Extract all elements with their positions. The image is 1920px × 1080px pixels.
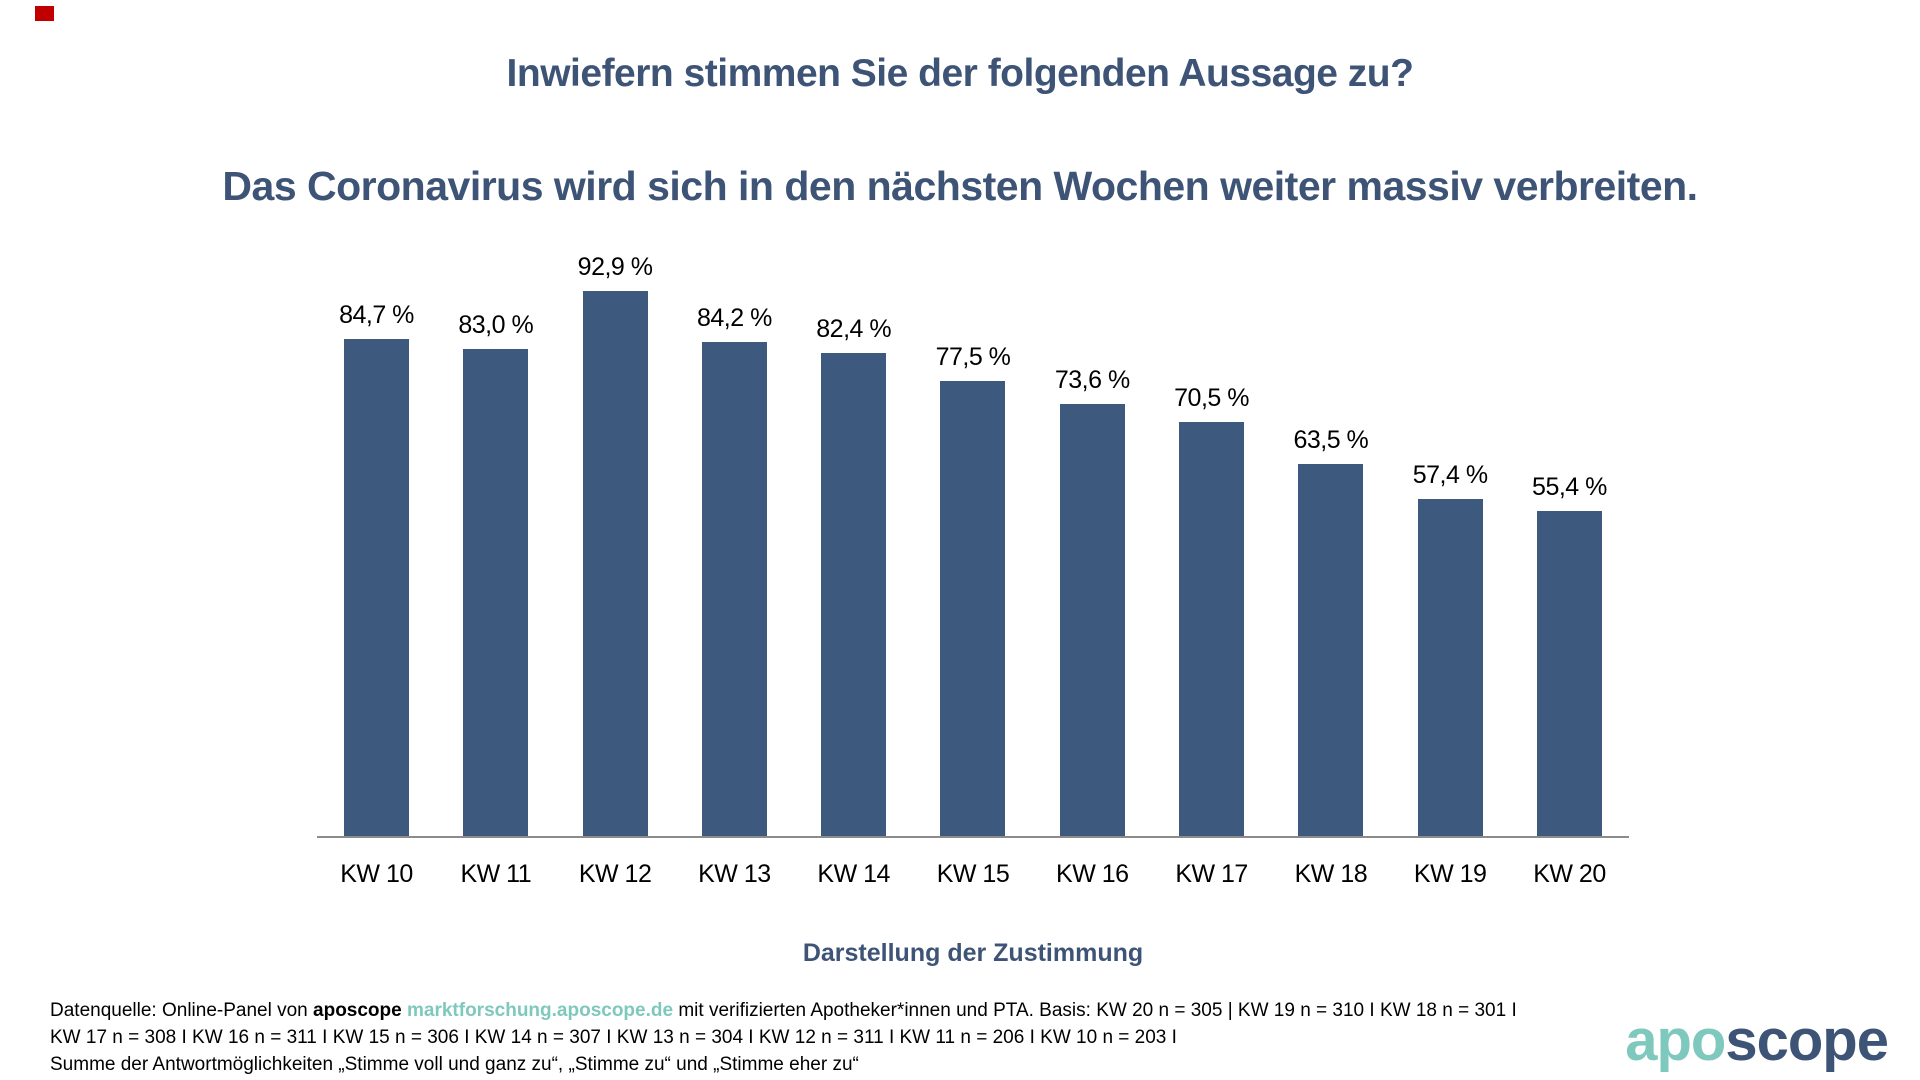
bar-value-label: 57,4 %: [1412, 461, 1488, 489]
bar-value-label: 84,2 %: [696, 304, 772, 332]
bar-kw-18: [1298, 464, 1364, 836]
bar-kw-11: [463, 349, 529, 836]
bar-kw-14: [821, 353, 887, 836]
bar-group-kw-19: 57,4 %: [1413, 461, 1488, 836]
footnote-text: mit verifizierten Apotheker*innen und PT…: [673, 1000, 1517, 1021]
x-axis-title: Darstellung der Zustimmung: [802, 939, 1144, 967]
footnote-line-3: Summe der Antwortmöglichkeiten „Stimme v…: [50, 1054, 859, 1075]
bar-value-label: 84,7 %: [339, 301, 414, 329]
bar-value-label: 92,9 %: [577, 253, 653, 281]
plot-area: 84,7 % 83,0 % 92,9 % 84,2 % 82,4 % 77,5 % 73,6…: [317, 245, 1629, 836]
bar-kw-12: [582, 291, 648, 836]
bar-kw-20: [1536, 511, 1602, 836]
chart-statement-subtitle: Das Coronavirus wird sich in den nächste…: [222, 163, 1698, 209]
bar-group-kw-14: 82,4 %: [816, 315, 892, 836]
x-tick-label: KW 14: [817, 860, 890, 888]
bar-group-kw-11: 83,0 %: [458, 311, 534, 836]
x-tick-label: KW 15: [936, 860, 1010, 888]
x-tick-label: KW 16: [1056, 860, 1129, 888]
bar-group-kw-10: 84,7 %: [339, 301, 414, 836]
bar-group-kw-17: 70,5 %: [1174, 384, 1249, 836]
footnote-line-2: KW 17 n = 308 I KW 16 n = 311 I KW 15 n …: [50, 1027, 1177, 1048]
bar-kw-17: [1179, 422, 1245, 836]
bar-value-label: 70,5 %: [1174, 384, 1249, 412]
red-marker: [35, 6, 54, 21]
bar-value-label: 73,6 %: [1054, 366, 1130, 394]
x-tick-label: KW 11: [460, 860, 532, 888]
logo-apo-text: apo: [1625, 1008, 1726, 1073]
bar-kw-15: [940, 381, 1006, 836]
footnote-line-1: Datenquelle: Online-Panel von aposcope m…: [50, 997, 1570, 1024]
bar-value-label: 82,4 %: [816, 315, 892, 343]
bar-kw-10: [344, 339, 409, 836]
bar-group-kw-12: 92,9 %: [578, 253, 653, 836]
chart-question-title: Inwiefern stimmen Sie der folgenden Auss…: [506, 52, 1414, 95]
bar-kw-19: [1417, 499, 1483, 836]
bar-value-label: 63,5 %: [1293, 426, 1369, 454]
logo-scope-text: scope: [1725, 1008, 1889, 1073]
marktforschung-link[interactable]: marktforschung.aposcope.de: [407, 1000, 674, 1021]
x-tick-label: KW 18: [1294, 860, 1368, 888]
x-tick-label: KW 20: [1533, 860, 1606, 888]
bar-group-kw-15: 77,5 %: [936, 343, 1011, 836]
bar-chart: 84,7 % 83,0 % 92,9 % 84,2 % 82,4 % 77,5 % 73,6…: [317, 245, 1629, 968]
bar-value-label: 83,0 %: [458, 311, 534, 339]
bar-value-label: 55,4 %: [1532, 473, 1607, 501]
bar-kw-16: [1059, 404, 1125, 836]
x-tick-label: KW 17: [1175, 860, 1248, 888]
category-axis: KW 10 KW 11 KW 12 KW 13 KW 14 KW 15 KW 16 KW 17…: [317, 860, 1629, 889]
bar-value-label: 77,5 %: [935, 343, 1011, 371]
x-axis-line: [317, 836, 1629, 838]
bar-group-kw-13: 84,2 %: [697, 304, 772, 836]
x-tick-label: KW 19: [1413, 860, 1487, 888]
bar-kw-13: [701, 342, 767, 836]
x-tick-label: KW 13: [698, 860, 771, 888]
aposcope-logo: aposcope: [1625, 1007, 1889, 1074]
x-tick-label: KW 12: [578, 860, 652, 888]
footnote-text: aposcope: [313, 1000, 402, 1021]
x-tick-label: KW 10: [340, 860, 413, 888]
footnote-text: Datenquelle: Online-Panel von: [50, 1000, 314, 1021]
footnote: Datenquelle: Online-Panel von aposcope m…: [50, 997, 1570, 1078]
bar-group-kw-18: 63,5 %: [1293, 426, 1369, 836]
bar-group-kw-20: 55,4 %: [1532, 473, 1607, 836]
bar-group-kw-16: 73,6 %: [1055, 366, 1130, 836]
